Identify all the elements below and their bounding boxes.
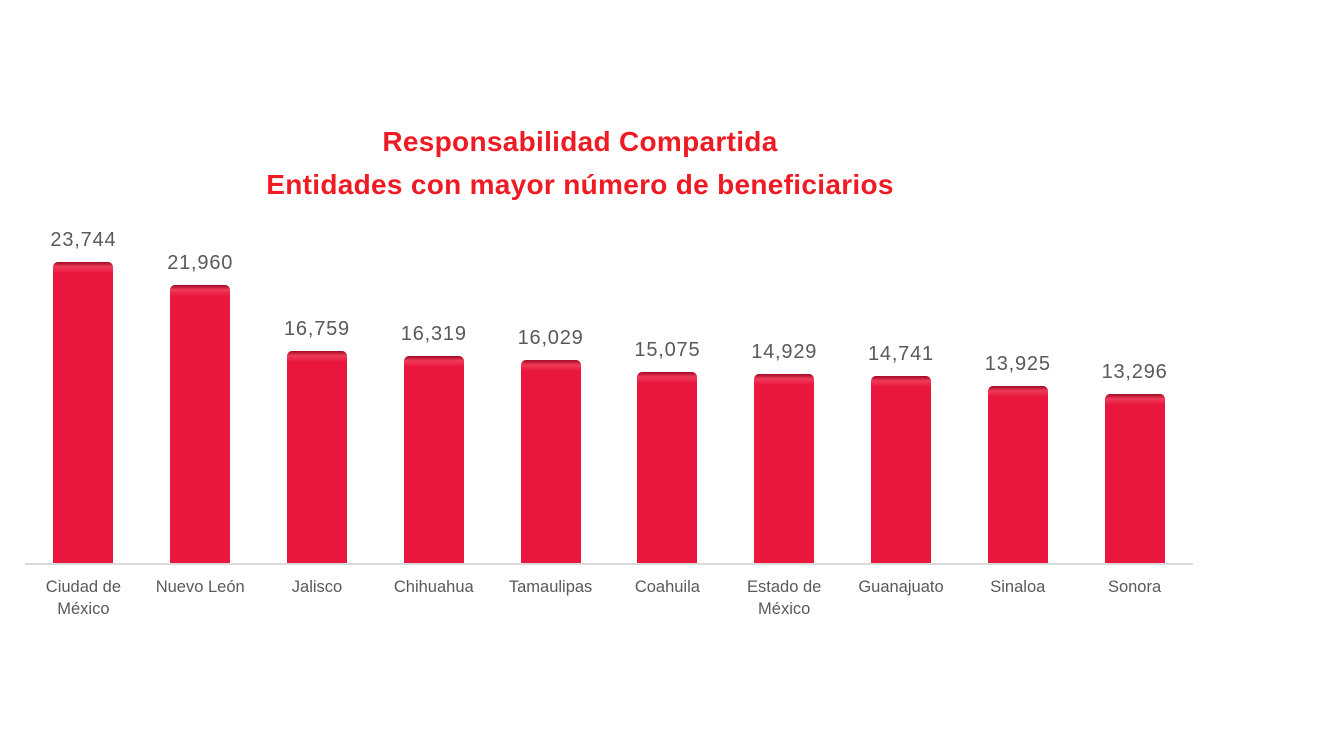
bar-value-label: 23,744 (50, 229, 117, 251)
chart-subtitle: Entidades con mayor número de beneficiar… (266, 169, 894, 200)
x-axis-label: Tamaulipas (508, 578, 593, 596)
bar-slot: 23,744 (25, 223, 142, 563)
bar-value-label: 14,741 (867, 343, 934, 365)
bar (987, 386, 1048, 563)
bar-slot: 14,741 (843, 223, 960, 563)
chart-title-block: Responsabilidad Compartida Entidades con… (0, 120, 1160, 206)
plot-area: 23,744 21,960 16,759 16,319 16,029 15,075 14,9… (25, 223, 1193, 565)
x-axis-label: Guanajuato (858, 578, 944, 596)
bar-value-label: 13,296 (1101, 361, 1168, 383)
bar-value-label: 16,759 (284, 318, 350, 340)
bar (403, 356, 464, 563)
bar-slot: 21,960 (142, 223, 259, 563)
bar (286, 351, 347, 563)
x-axis-label: Ciudad de México (45, 578, 122, 618)
bar-slot: 14,929 (726, 223, 843, 563)
bar-chart: 23,744 21,960 16,759 16,319 16,029 15,075 14,9… (25, 223, 1193, 620)
bar-slot: 13,296 (1076, 223, 1193, 563)
bar (170, 285, 231, 563)
x-axis-label: Sonora (1107, 578, 1162, 596)
bar-slot: 15,075 (609, 223, 726, 563)
bar (754, 374, 815, 563)
bar-value-label: 16,029 (517, 327, 584, 349)
bar-value-label: 21,960 (167, 252, 234, 274)
bar-value-label: 14,929 (751, 341, 818, 363)
bar-value-label: 13,925 (984, 353, 1051, 375)
x-axis-label: Chihuahua (393, 578, 474, 596)
bar-value-label: 15,075 (634, 339, 701, 361)
bar-slot: 13,925 (959, 223, 1076, 563)
bar-slot: 16,759 (259, 223, 376, 563)
bar-slot: 16,319 (375, 223, 492, 563)
x-axis-label: Sinaloa (990, 578, 1046, 596)
chart-title: Responsabilidad Compartida (382, 126, 778, 157)
bar (1104, 394, 1165, 563)
bar (53, 262, 114, 563)
bar-value-label: 16,319 (400, 323, 467, 345)
bar-slot: 16,029 (492, 223, 609, 563)
bar (637, 372, 698, 563)
bar (520, 360, 581, 563)
x-axis-label: Estado de México (747, 578, 822, 618)
x-axis-label: Nuevo León (155, 578, 245, 596)
x-axis-labels: Ciudad de México Nuevo León Jalisco Chihuah… (25, 576, 1193, 620)
bar (870, 376, 931, 563)
x-axis-label: Coahuila (634, 578, 700, 596)
x-axis-label: Jalisco (291, 578, 343, 596)
